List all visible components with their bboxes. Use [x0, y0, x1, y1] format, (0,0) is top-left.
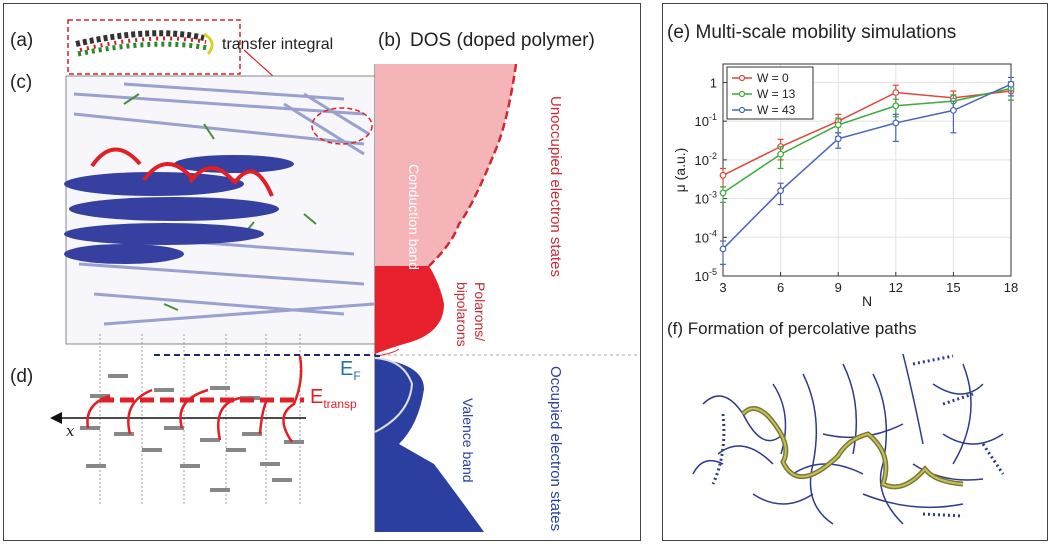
unoccupied-states-label: Unoccupied electron states: [547, 96, 564, 277]
y-tick-label: 10-3: [695, 190, 717, 207]
left-panel-graphics: [50, 19, 640, 532]
data-point: [834, 135, 842, 143]
x-tick-label: 12: [889, 280, 903, 295]
series-line: [722, 90, 1012, 176]
data-point: [892, 89, 900, 96]
legend-label: W = 13: [757, 87, 796, 101]
data-point: [892, 102, 900, 110]
fermi-level-sub: F: [353, 369, 361, 383]
x-axis-label: N: [862, 293, 872, 309]
fermi-level-label: EF: [340, 358, 361, 383]
data-point: [719, 189, 727, 197]
label-c: (c): [10, 72, 33, 93]
panel-e-title: (e) Multi-scale mobility simulations: [667, 22, 957, 43]
polymer-morphology-image: [64, 75, 379, 345]
y-tick-label: 10-1: [695, 112, 717, 129]
x-tick-label: 3: [719, 280, 726, 295]
y-tick-label: 10-5: [695, 267, 717, 284]
fermi-level-main: E: [340, 358, 354, 380]
transport-level-main: E: [310, 386, 324, 408]
occupied-states-label: Occupied electron states: [547, 366, 564, 532]
valence-band-label: Valence band: [460, 398, 476, 483]
data-point: [834, 121, 842, 129]
y-tick-label: 10-4: [695, 228, 717, 245]
polarons-label: Polarons/: [472, 282, 488, 342]
conduction-band-label: Conduction band: [406, 164, 422, 270]
inset-polymer-chain-icon: [75, 30, 214, 57]
polymer-chains-icon: [692, 353, 1004, 525]
mobility-chart: 3 6 9 12 15 18 10-5 10-4 10-3 10-2 10-1 1 Nμ (a.u.) W…: [672, 63, 1018, 309]
x-tick-label: 18: [1004, 280, 1018, 295]
right-panel: (e) Multi-scale mobility simulations 3 6 9…: [662, 3, 1048, 541]
legend-marker: [738, 74, 746, 82]
transfer-integral-label: transfer integral: [222, 36, 334, 53]
x-axis-label: x: [66, 422, 75, 440]
x-tick-label: 9: [835, 280, 842, 295]
data-point: [777, 187, 784, 195]
energy-level-diagram: [50, 334, 306, 504]
x-tick-label: 15: [946, 280, 960, 295]
y-tick-label: 1: [710, 75, 717, 90]
transport-level-sub: transp: [323, 397, 357, 411]
x-tick-label: 6: [777, 280, 784, 295]
inset-box: [67, 19, 241, 75]
data-point: [777, 150, 784, 158]
data-point: [719, 171, 727, 179]
legend-label: W = 0: [757, 71, 789, 85]
left-panel: (a) transfer integral (b) DOS (doped pol…: [3, 3, 641, 541]
legend-label: W = 43: [757, 103, 796, 117]
label-a: (a): [10, 30, 34, 51]
bipolarons-label: bipolarons: [454, 282, 470, 347]
dos-plot: [374, 63, 518, 532]
y-axis-label: μ (a.u.): [672, 148, 688, 193]
series-line: [722, 87, 1012, 194]
label-d: (d): [10, 366, 34, 387]
percolative-paths-image: [692, 353, 1005, 525]
data-point: [719, 245, 727, 253]
data-point: [1007, 80, 1015, 88]
y-tick-label: 10-2: [695, 151, 717, 168]
legend-marker: [738, 90, 746, 98]
legend-marker: [738, 106, 746, 114]
panel-f-title: (f) Formation of percolative paths: [667, 319, 917, 338]
dos-title: DOS (doped polymer): [410, 30, 595, 51]
transport-level-label: Etransp: [310, 386, 357, 411]
data-point: [950, 106, 957, 114]
series-line: [722, 83, 1012, 250]
data-point: [892, 119, 900, 127]
label-b: (b): [378, 30, 402, 51]
